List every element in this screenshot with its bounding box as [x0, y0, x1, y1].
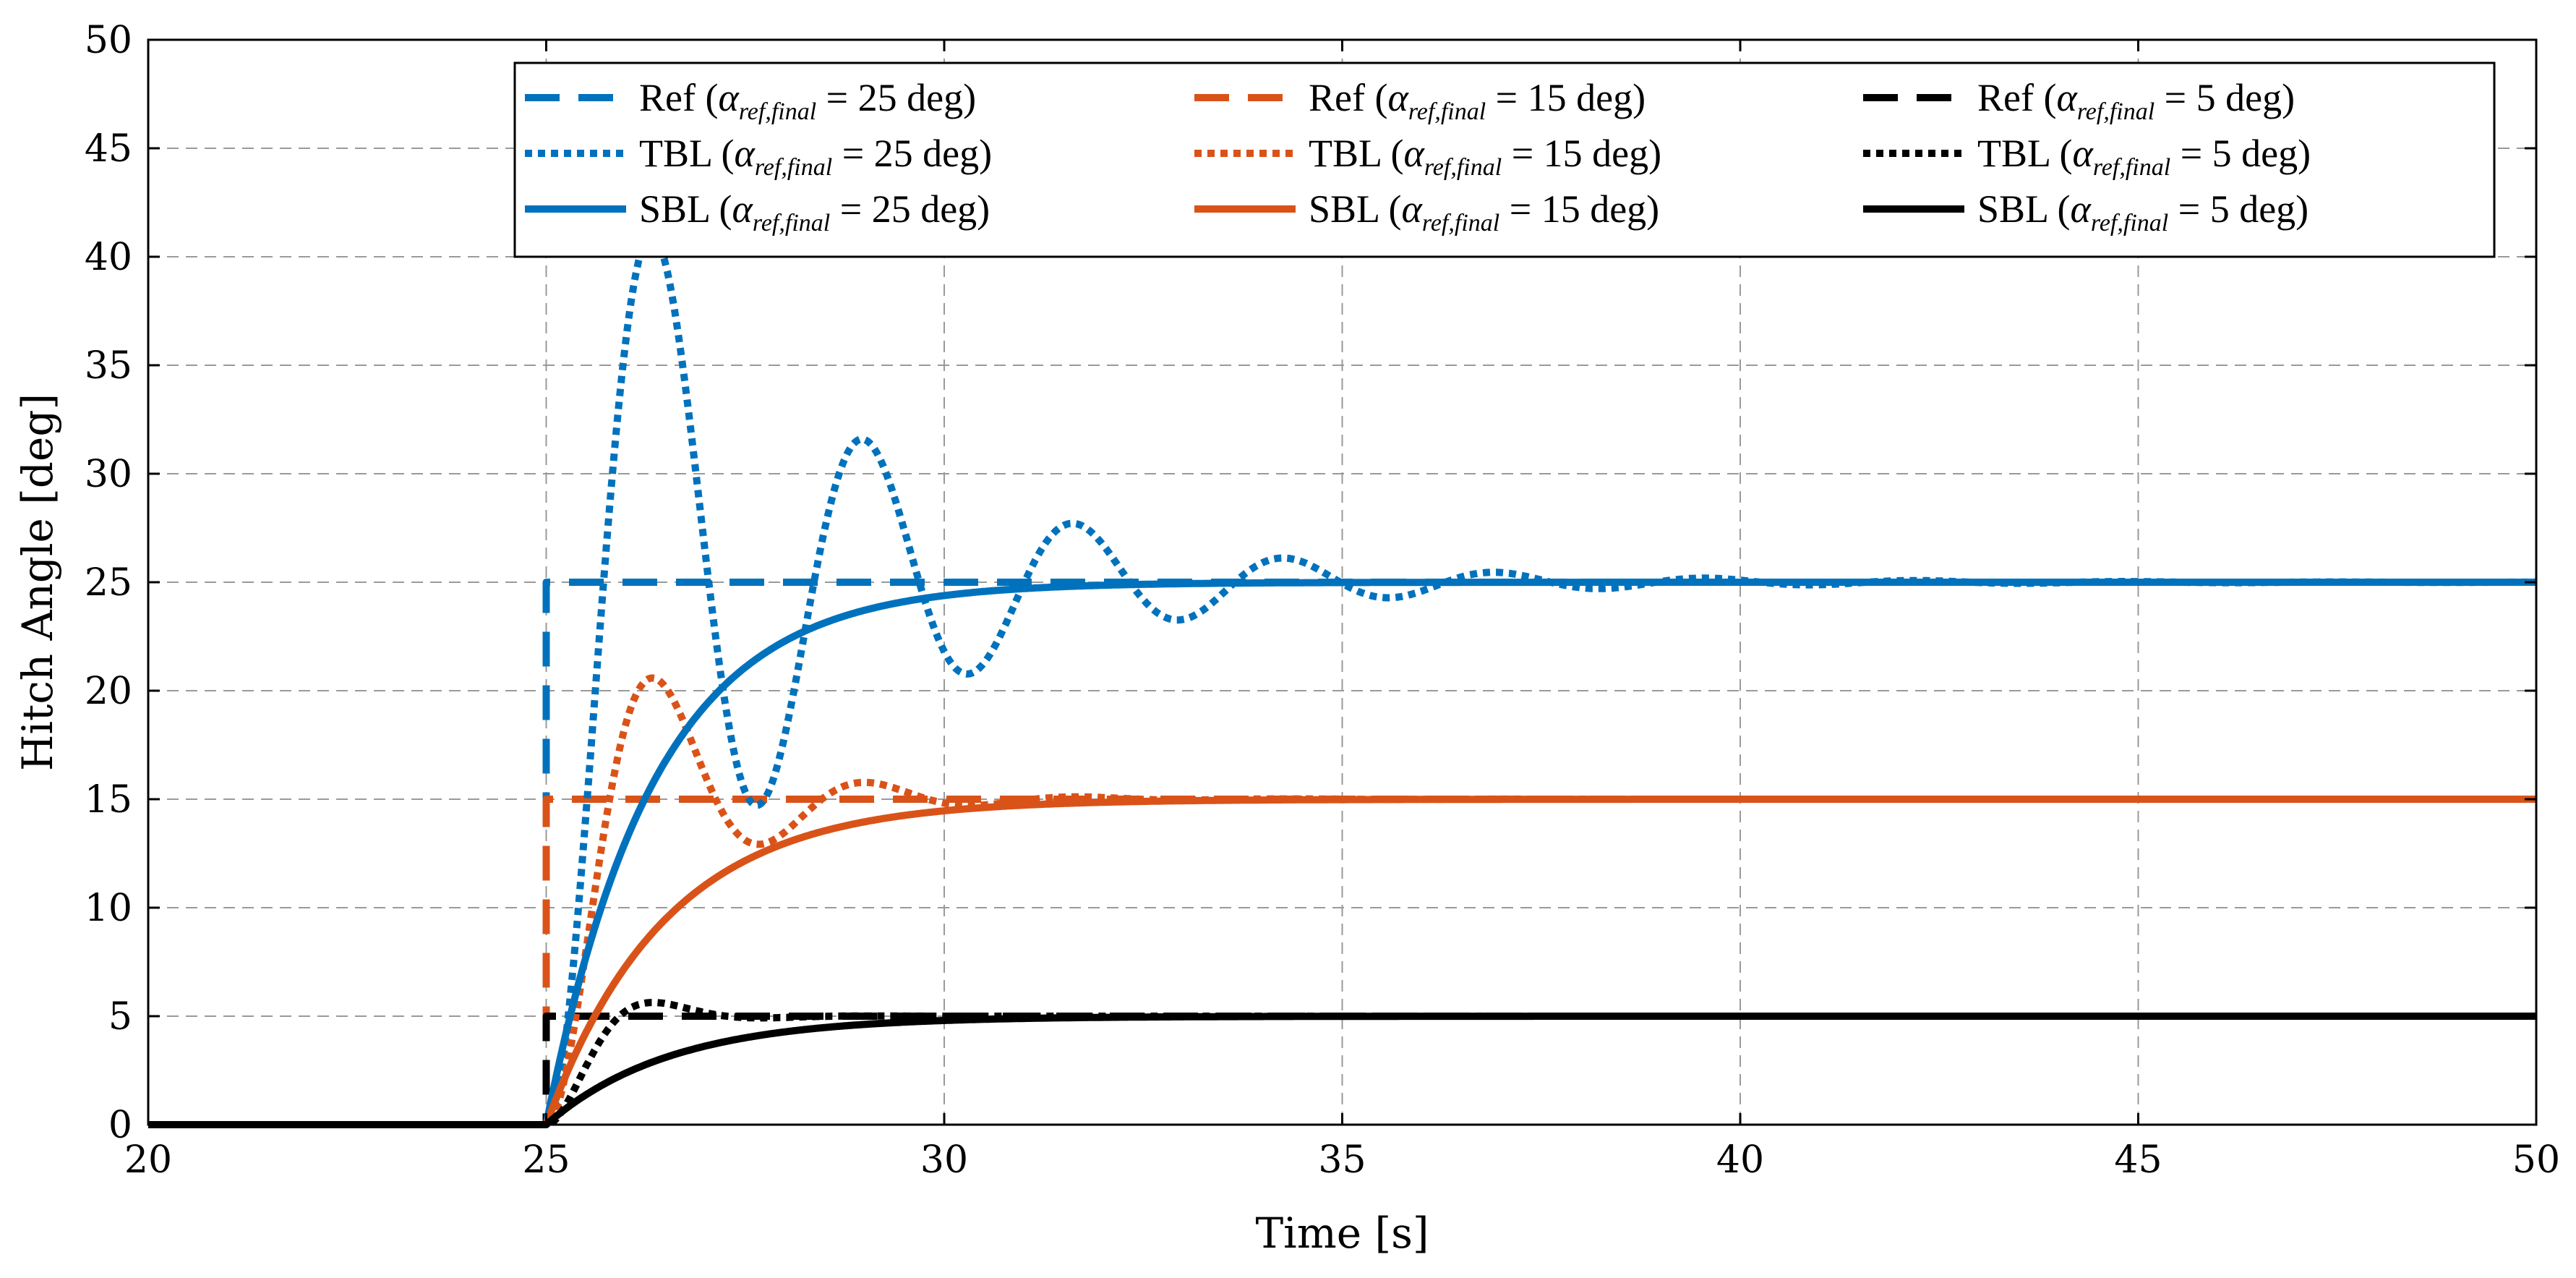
y-tick-label: 50	[85, 19, 132, 62]
legend-entry: TBL (αref,final = 15 deg)	[1309, 132, 1661, 181]
x-tick-label: 35	[1318, 1138, 1366, 1182]
legend-entry: Ref (αref,final = 5 deg)	[1977, 76, 2295, 125]
legend-entry: Ref (αref,final = 25 deg)	[639, 76, 976, 125]
y-tick-label: 5	[108, 995, 132, 1039]
y-tick-label: 30	[85, 453, 132, 496]
axis-ticks: 20 25 30 35 40 45 50 0 5 10 15 20 25 30 35 40 45 50	[85, 19, 2560, 1182]
x-tick-label: 25	[522, 1138, 570, 1182]
y-tick-label: 35	[85, 344, 132, 388]
y-tick-label: 10	[85, 887, 132, 930]
legend: Ref (αref,final = 25 deg) Ref (αref,final…	[513, 61, 2496, 258]
legend-entry: SBL (αref,final = 5 deg)	[1977, 187, 2308, 237]
legend-entry: SBL (αref,final = 25 deg)	[639, 187, 990, 237]
legend-entry: TBL (αref,final = 25 deg)	[639, 132, 992, 181]
legend-box	[513, 61, 2496, 258]
x-tick-label: 40	[1716, 1138, 1764, 1182]
x-tick-label: 30	[920, 1138, 968, 1182]
y-axis-label: Hitch Angle [deg]	[13, 393, 62, 771]
y-tick-label: 25	[85, 561, 132, 605]
y-tick-label: 15	[85, 778, 132, 822]
x-tick-label: 50	[2512, 1138, 2560, 1182]
x-tick-label: 45	[2114, 1138, 2162, 1182]
y-tick-label: 0	[108, 1104, 132, 1147]
legend-entry: SBL (αref,final = 15 deg)	[1309, 187, 1659, 237]
y-tick-label: 40	[85, 236, 132, 279]
y-tick-label: 45	[85, 127, 132, 171]
x-axis-label: Time [s]	[1255, 1209, 1429, 1258]
legend-entry: Ref (αref,final = 15 deg)	[1309, 76, 1646, 125]
x-tick-label: 20	[124, 1138, 172, 1182]
legend-entry: TBL (αref,final = 5 deg)	[1977, 132, 2311, 181]
y-tick-label: 20	[85, 670, 132, 713]
